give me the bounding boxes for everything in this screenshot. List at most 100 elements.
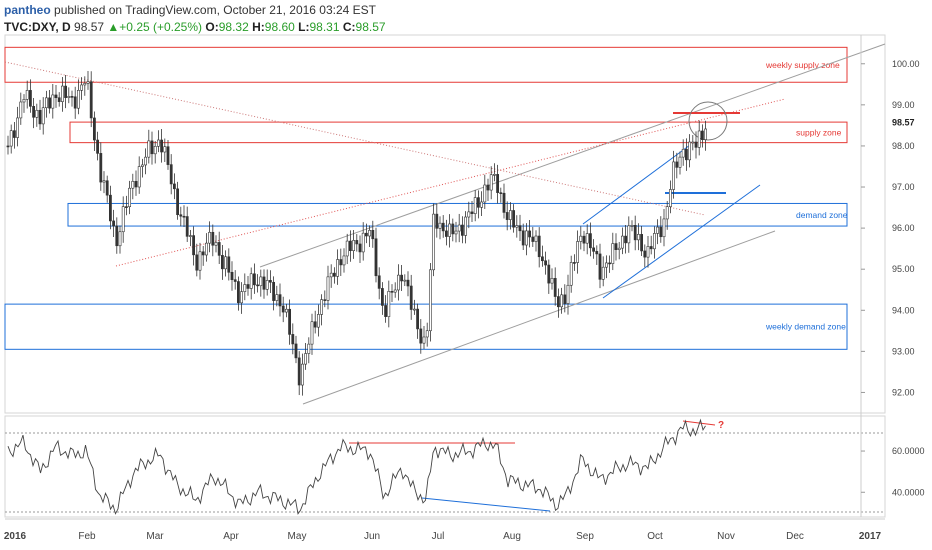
candle-body bbox=[105, 180, 109, 196]
close-label: C: bbox=[342, 20, 356, 34]
candle-body bbox=[569, 262, 573, 286]
candle-body bbox=[672, 161, 676, 190]
time-tick-label: Sep bbox=[576, 531, 594, 542]
price-tick-label: 99.00 bbox=[892, 100, 915, 110]
symbol-label[interactable]: TVC:DXY, D bbox=[4, 20, 71, 34]
candle-body bbox=[496, 174, 500, 193]
time-tick-label: Nov bbox=[717, 531, 735, 542]
candle-body bbox=[77, 90, 80, 109]
candle-body bbox=[470, 211, 474, 214]
annotation-question: ? bbox=[718, 420, 724, 431]
candle-body bbox=[259, 276, 263, 287]
time-tick-label: Aug bbox=[503, 531, 521, 542]
chart-frame bbox=[4, 34, 886, 518]
candle-body bbox=[582, 235, 586, 244]
open-value: 98.32 bbox=[218, 20, 249, 34]
zone-label: demand zone bbox=[796, 210, 848, 220]
candle-body bbox=[281, 305, 285, 313]
trendline bbox=[302, 230, 776, 405]
candle-body bbox=[608, 262, 612, 265]
candle-body bbox=[221, 255, 224, 270]
candle-body bbox=[185, 216, 189, 237]
time-tick-label: Jul bbox=[432, 531, 445, 542]
high-value: 98.60 bbox=[264, 20, 295, 34]
candle-body bbox=[230, 271, 234, 280]
trendline bbox=[4, 61, 706, 216]
candle-body bbox=[684, 148, 688, 161]
author-name[interactable]: pantheo bbox=[4, 3, 51, 17]
candle-body bbox=[403, 279, 407, 282]
candle-body bbox=[307, 343, 311, 354]
candle-body bbox=[28, 90, 32, 107]
candle-body bbox=[512, 210, 516, 228]
candle-body bbox=[192, 235, 196, 256]
candle-body bbox=[336, 259, 340, 277]
candle-body bbox=[38, 109, 42, 125]
candle-body bbox=[112, 220, 116, 227]
time-tick-label: Feb bbox=[78, 531, 96, 542]
price-tick-label: 95.00 bbox=[892, 264, 915, 274]
candle-body bbox=[368, 230, 372, 237]
candle-body bbox=[422, 336, 426, 344]
candle-body bbox=[598, 253, 602, 280]
candle-body bbox=[492, 174, 496, 176]
candle-body bbox=[521, 230, 525, 246]
time-tick-label: Dec bbox=[786, 531, 804, 542]
publish-info: pantheo published on TradingView.com, Oc… bbox=[4, 3, 376, 17]
candle-body bbox=[355, 240, 359, 245]
candle-body bbox=[377, 275, 381, 289]
markup-layer: ? bbox=[718, 420, 724, 431]
candle-body bbox=[646, 246, 650, 258]
candle-body bbox=[217, 242, 221, 256]
candle-body bbox=[464, 216, 468, 236]
candle-body bbox=[572, 262, 576, 264]
candle-body bbox=[659, 226, 663, 238]
candle-body bbox=[342, 255, 346, 266]
candle-body bbox=[480, 201, 484, 208]
zone-box bbox=[4, 46, 848, 83]
candle-body bbox=[57, 97, 61, 102]
candle-body bbox=[44, 97, 48, 109]
candle-body bbox=[697, 130, 701, 148]
trendlines-layer bbox=[4, 43, 886, 512]
candle-body bbox=[262, 276, 266, 290]
candle-body bbox=[345, 240, 349, 257]
candle-body bbox=[102, 180, 106, 183]
candle-body bbox=[205, 242, 208, 256]
candle-body bbox=[688, 141, 692, 161]
candle-body bbox=[237, 281, 240, 304]
candle-body bbox=[304, 353, 308, 365]
candle-body bbox=[467, 211, 471, 218]
candle-body bbox=[515, 225, 519, 228]
candle-body bbox=[416, 308, 420, 330]
candle-body bbox=[371, 230, 375, 240]
candle-body bbox=[150, 140, 154, 155]
candle-body bbox=[208, 231, 212, 244]
candle-body bbox=[268, 280, 272, 283]
candle-body bbox=[125, 206, 128, 208]
high-label: H: bbox=[252, 20, 265, 34]
candle-body bbox=[614, 243, 618, 250]
candle-body bbox=[361, 232, 365, 253]
candle-body bbox=[96, 139, 100, 154]
candle-body bbox=[544, 260, 548, 266]
candle-body bbox=[400, 274, 404, 282]
candle-body bbox=[620, 235, 624, 249]
candle-body bbox=[604, 262, 608, 268]
indicator-line bbox=[7, 418, 706, 515]
candle-body bbox=[99, 153, 103, 183]
candle-body bbox=[201, 251, 205, 256]
candle-body bbox=[25, 90, 29, 100]
low-label: L: bbox=[298, 20, 310, 34]
candle-body bbox=[592, 247, 596, 252]
candle-body bbox=[288, 308, 292, 335]
candle-body bbox=[272, 281, 276, 301]
candle-body bbox=[390, 291, 394, 293]
candle-body bbox=[54, 94, 58, 99]
candle-body bbox=[166, 146, 170, 165]
candle-body bbox=[294, 343, 298, 359]
candle-body bbox=[668, 189, 672, 207]
candle-body bbox=[617, 247, 621, 250]
candle-body bbox=[681, 148, 685, 158]
